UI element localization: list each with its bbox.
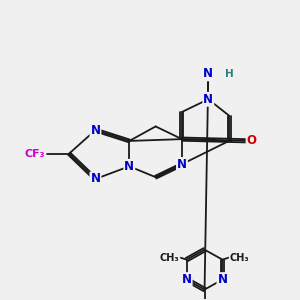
Text: N: N <box>218 273 227 286</box>
Text: CF₃: CF₃ <box>25 148 46 159</box>
Text: N: N <box>124 160 134 173</box>
Text: CH₃: CH₃ <box>160 253 179 263</box>
Text: H: H <box>225 69 233 79</box>
Text: N: N <box>182 273 192 286</box>
Text: CH₃: CH₃ <box>230 253 249 263</box>
Text: N: N <box>203 93 213 106</box>
Text: N: N <box>90 124 100 136</box>
Text: N: N <box>177 158 187 171</box>
Text: O: O <box>247 134 256 147</box>
Text: N: N <box>203 68 213 80</box>
Text: N: N <box>90 172 100 185</box>
